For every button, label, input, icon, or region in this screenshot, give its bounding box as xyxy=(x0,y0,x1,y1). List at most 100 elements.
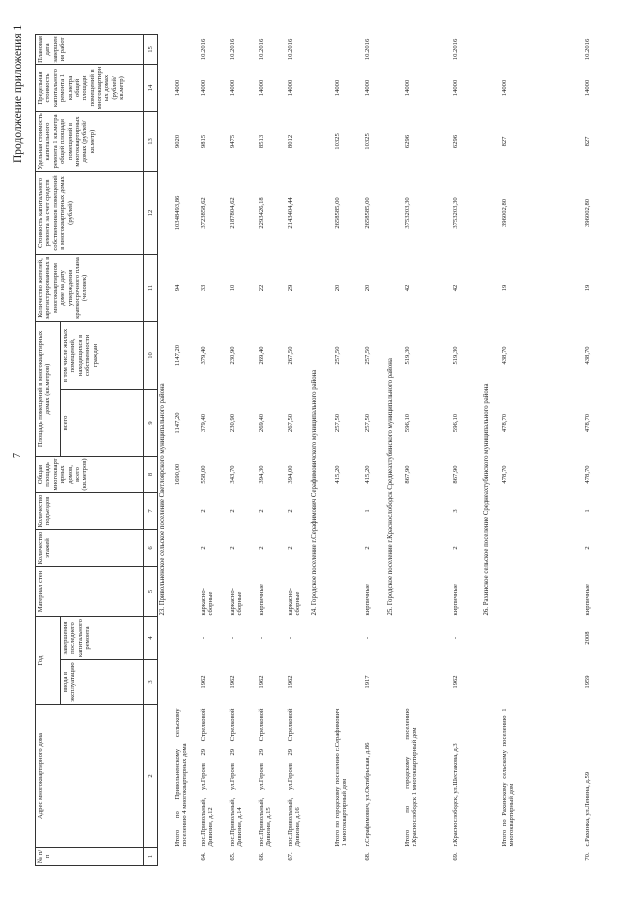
address-cell: Итого по Привольненскому сельскому посел… xyxy=(173,708,188,847)
year-commissioned-cell xyxy=(332,660,362,705)
address-cell: с.Рахинка, ул.Ленина, д.59 xyxy=(583,771,591,847)
wall-material-cell: каркасно-сборные xyxy=(199,588,214,616)
total-area-cell: 394,30 xyxy=(257,465,265,484)
planned-date-cell: 10.2016 xyxy=(363,38,371,61)
wall-material-cell: кирпичные xyxy=(451,584,459,616)
section-title-row: 24. Городское поселение г.Серафимович Се… xyxy=(310,34,332,865)
section-title-row: 26. Рахинское сельское поселение Среднеа… xyxy=(482,34,499,865)
year-commissioned-cell xyxy=(402,660,450,705)
table-row: 66. пос.Привольный, ул.Героев 29 Стрелков… xyxy=(256,34,285,865)
repair-cost-cell: 3753203,30 xyxy=(451,197,459,229)
year-commissioned-cell: 1962 xyxy=(257,675,265,689)
address-cell: Итого по городскому поселению г.Красносл… xyxy=(403,708,418,847)
planned-date-cell: 10.2016 xyxy=(199,38,207,61)
repair-cost-cell: 3723858,62 xyxy=(199,197,207,229)
total-area-cell: 415,20 xyxy=(363,465,371,484)
table-row: 70. с.Рахинка, ул.Ленина, д.59 1959 2008 кир… xyxy=(582,34,600,865)
area-residential-owned-cell: 257,50 xyxy=(333,346,341,365)
max-unit-cost-cell: 14000 xyxy=(333,79,341,97)
table-row: 68. г.Серафимович, ул.Октябрьская, д.86 19… xyxy=(362,34,386,865)
entrances-cell xyxy=(499,492,582,529)
address-cell: пос.Привольный, ул.Героев 29 Стрелковой … xyxy=(199,708,214,847)
residents-cell: 33 xyxy=(199,284,207,292)
header-area-group: Площадь помещений в многоквартирных дома… xyxy=(35,321,61,457)
table-row: 69. г.Краснослободск, ул.Шестакова, д.3 19… xyxy=(450,34,482,865)
unit-cost-cell: 10325 xyxy=(333,133,341,150)
column-number: 3 xyxy=(143,659,158,705)
column-number: 13 xyxy=(143,111,158,172)
address-cell: пос.Привольный, ул.Героев 29 Стрелковой … xyxy=(228,708,243,847)
address-cell: г.Краснослободск, ул.Шестакова, д.3 xyxy=(451,743,459,847)
subtotal-row: Итого по городскому поселению г.Красносл… xyxy=(402,34,450,865)
header-area-total: всего xyxy=(60,389,144,457)
column-number: 10 xyxy=(143,321,158,390)
column-number: 14 xyxy=(143,64,158,112)
planned-date-cell: 10.2016 xyxy=(583,38,591,61)
unit-cost-cell: 8513 xyxy=(257,134,265,149)
address-cell: пос.Привольный, ул.Героев 29 Стрелковой … xyxy=(257,708,272,847)
column-number: 15 xyxy=(143,34,158,65)
year-commissioned-cell xyxy=(172,660,198,705)
year-last-repair-cell: - xyxy=(199,636,207,640)
section-title-row: 25. Городское поселение г.Краснослободск… xyxy=(386,34,402,865)
repair-cost-cell: 2143404,44 xyxy=(286,197,294,229)
area-total-cell: 596,10 xyxy=(451,413,459,433)
entrances-cell xyxy=(172,492,198,529)
planned-date-cell: 10.2016 xyxy=(257,38,265,61)
year-commissioned-cell: 1959 xyxy=(583,675,591,689)
max-unit-cost-cell: 14000 xyxy=(451,79,459,97)
section-spacer xyxy=(158,616,172,865)
planned-date-cell xyxy=(402,34,450,64)
column-number: 6 xyxy=(143,529,158,567)
section-title: 25. Городское поселение г.Краснослободск… xyxy=(386,358,394,616)
column-number: 1 xyxy=(143,847,158,866)
area-total-cell: 379,40 xyxy=(199,413,207,433)
max-unit-cost-cell: 14000 xyxy=(173,79,181,97)
entrances-cell: 3 xyxy=(451,509,459,513)
wall-material-cell: кирпичные xyxy=(363,584,371,616)
wall-material-cell xyxy=(172,566,198,616)
floors-cell: 2 xyxy=(363,546,371,550)
header-max-unit-cost: Предельная стоимость капитального ремонт… xyxy=(35,64,144,112)
area-total-cell: 478,70 xyxy=(583,413,591,433)
residents-cell: 22 xyxy=(257,284,265,292)
appendix-title: Продолжение приложения 1 xyxy=(12,24,24,163)
max-unit-cost-cell: 14000 xyxy=(583,79,591,97)
total-area-cell: 343,70 xyxy=(228,465,236,484)
area-total-cell: 257,50 xyxy=(363,413,371,433)
row-number-cell: 68. xyxy=(363,852,371,861)
subtotal-row: Итого по городскому поселению г.Серафимо… xyxy=(332,34,362,865)
area-total-cell: 257,50 xyxy=(333,413,341,433)
year-commissioned-cell: 1962 xyxy=(286,675,294,689)
floors-cell: 2 xyxy=(199,546,207,550)
unit-cost-cell: 9815 xyxy=(199,134,207,149)
unit-cost-cell: 10325 xyxy=(363,133,371,150)
floors-cell xyxy=(172,529,198,566)
year-last-repair-cell: - xyxy=(257,636,265,640)
area-residential-owned-cell: 269,40 xyxy=(257,346,265,365)
year-commissioned-cell xyxy=(499,660,582,705)
entrances-cell xyxy=(402,492,450,529)
unit-cost-cell: 9475 xyxy=(228,134,236,149)
repair-cost-cell: 2658585,00 xyxy=(363,197,371,229)
column-number: 7 xyxy=(143,492,158,530)
address-cell: пос.Привольный, ул.Героев 29 Стрелковой … xyxy=(286,708,301,847)
max-unit-cost-cell: 14000 xyxy=(363,79,371,97)
area-residential-owned-cell: 519,30 xyxy=(403,346,411,365)
entrances-cell: 1 xyxy=(583,509,591,513)
entrances-cell: 2 xyxy=(286,509,294,513)
repair-cost-cell: 2658585,00 xyxy=(333,197,341,229)
planned-date-cell xyxy=(499,34,582,64)
wall-material-cell: каркасно-сборные xyxy=(286,588,301,616)
row-number-cell: 66. xyxy=(257,852,265,861)
year-last-repair-cell: - xyxy=(451,636,459,640)
entrances-cell: 2 xyxy=(228,509,236,513)
area-total-cell: 230,90 xyxy=(228,413,236,433)
max-unit-cost-cell: 14000 xyxy=(257,79,265,97)
max-unit-cost-cell: 14000 xyxy=(228,79,236,97)
residents-cell: 20 xyxy=(363,284,371,292)
section-title: 24. Городское поселение г.Серафимович Се… xyxy=(310,369,318,616)
planned-date-cell: 10.2016 xyxy=(228,38,236,61)
area-residential-owned-cell: 1147,20 xyxy=(173,344,181,367)
row-number-cell xyxy=(499,848,582,866)
